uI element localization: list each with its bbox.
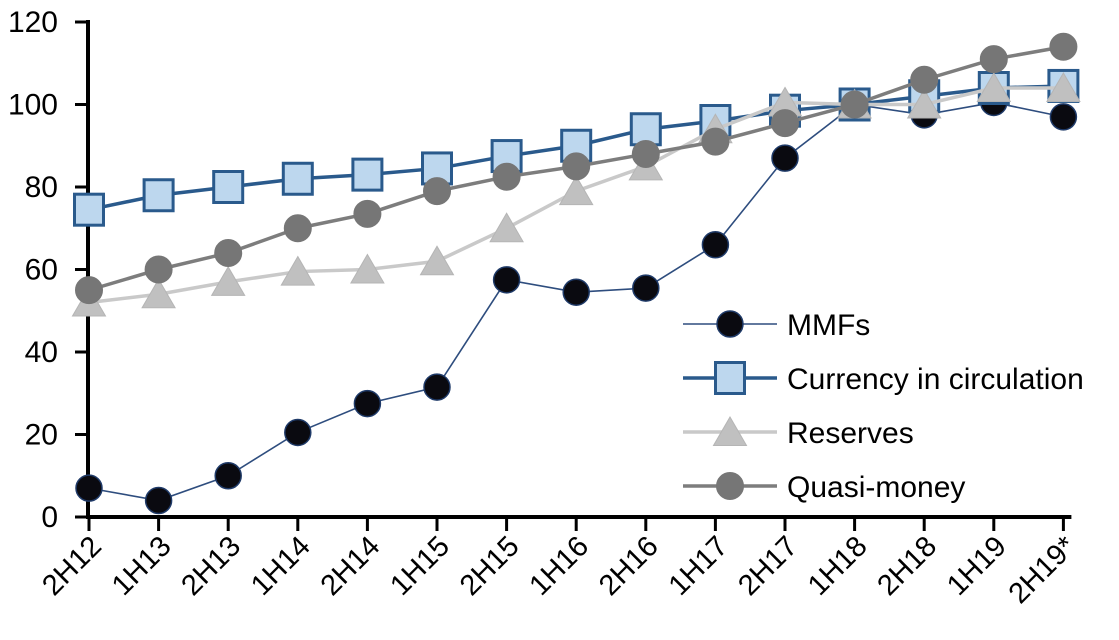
legend-label: Quasi-money: [787, 471, 965, 504]
data-point-marker: [353, 199, 382, 228]
data-point-marker: [144, 486, 173, 515]
legend-item-mmfs: MMFs: [683, 309, 870, 342]
data-point-marker: [771, 144, 799, 172]
data-point-marker: [280, 255, 316, 286]
data-point-marker: [419, 245, 455, 276]
data-point-marker: [490, 139, 523, 174]
data-point-marker: [489, 212, 524, 243]
y-tick-label-100: 100: [8, 89, 58, 122]
legend-label: MMFs: [787, 309, 870, 342]
legend: MMFs Currency in circulation Reserves Quasi…: [683, 309, 1084, 504]
x-tick-label-1H16: 1H16: [523, 530, 595, 602]
data-point-marker: [979, 45, 1008, 74]
x-tick-label-1H19: 1H19: [941, 530, 1013, 602]
x-tick-label-2H13: 2H13: [175, 530, 247, 602]
data-point-marker: [214, 239, 243, 267]
data-point-marker: [353, 389, 382, 418]
legend-item-reserves: Reserves: [683, 416, 914, 450]
data-point-marker: [632, 274, 660, 302]
x-tick-label-1H13: 1H13: [106, 530, 178, 602]
data-point-marker: [631, 140, 660, 168]
data-point-marker: [281, 161, 314, 196]
data-point-marker: [629, 112, 662, 147]
data-point-marker: [141, 278, 176, 309]
data-point-marker: [1049, 32, 1078, 61]
x-tick-label-2H16: 2H16: [593, 530, 665, 602]
x-tick-label-1H15: 1H15: [384, 530, 456, 602]
data-point-marker: [840, 90, 869, 119]
data-point-marker: [350, 253, 385, 284]
data-point-marker: [75, 276, 103, 305]
y-tick-label-80: 80: [25, 171, 58, 204]
data-point-marker: [562, 278, 590, 306]
data-point-marker: [562, 152, 591, 181]
data-point-marker: [351, 157, 384, 192]
data-point-marker: [144, 255, 173, 284]
y-tick-label-0: 0: [41, 501, 58, 534]
y-tick-label-60: 60: [25, 254, 58, 287]
legend-marker-icon: [714, 361, 746, 395]
data-point-marker: [212, 170, 245, 204]
x-tick-label-2H18: 2H18: [871, 530, 943, 602]
data-point-marker: [142, 178, 175, 213]
data-point-marker: [910, 65, 939, 94]
data-point-marker: [284, 418, 312, 447]
legend-label: Currency in circulation: [787, 363, 1084, 396]
x-tick-label-2H15: 2H15: [454, 530, 526, 602]
legend-label: Reserves: [787, 417, 914, 450]
data-point-marker: [75, 474, 103, 502]
data-point-marker: [701, 127, 730, 156]
legend-marker-icon: [716, 310, 744, 338]
x-tick-label-1H17: 1H17: [663, 530, 735, 602]
data-point-marker: [1049, 103, 1078, 131]
data-point-marker: [492, 266, 521, 294]
legend-item-currency-in-circulation: Currency in circulation: [683, 361, 1084, 396]
data-point-marker: [1046, 72, 1081, 102]
data-point-marker: [558, 175, 594, 206]
data-point-marker: [701, 231, 730, 259]
y-tick-label-40: 40: [25, 336, 58, 369]
x-tick-label-2H17: 2H17: [732, 530, 804, 602]
x-tick-label-2H12: 2H12: [36, 530, 108, 602]
data-point-marker: [976, 72, 1012, 102]
legend-marker-icon: [712, 416, 748, 446]
data-point-marker: [214, 462, 242, 490]
data-point-marker: [906, 88, 942, 119]
data-point-marker: [423, 177, 451, 206]
data-point-marker: [283, 214, 312, 243]
data-point-marker: [210, 265, 246, 296]
y-tick-label-20: 20: [25, 419, 58, 452]
y-tick-label-120: 120: [8, 6, 58, 39]
data-point-marker: [73, 192, 105, 227]
data-point-marker: [771, 109, 799, 138]
x-tick-label-1H18: 1H18: [802, 530, 874, 602]
x-tick-label-2H19*: 2H19*: [1003, 530, 1083, 610]
legend-item-quasi-money: Quasi-money: [683, 471, 965, 504]
data-point-marker: [492, 162, 521, 191]
legend-marker-icon: [716, 472, 744, 500]
x-tick-label-1H14: 1H14: [245, 530, 317, 602]
series-quasi-money: [75, 32, 1078, 305]
data-point-marker: [423, 373, 451, 401]
x-tick-label-2H14: 2H14: [315, 530, 387, 602]
